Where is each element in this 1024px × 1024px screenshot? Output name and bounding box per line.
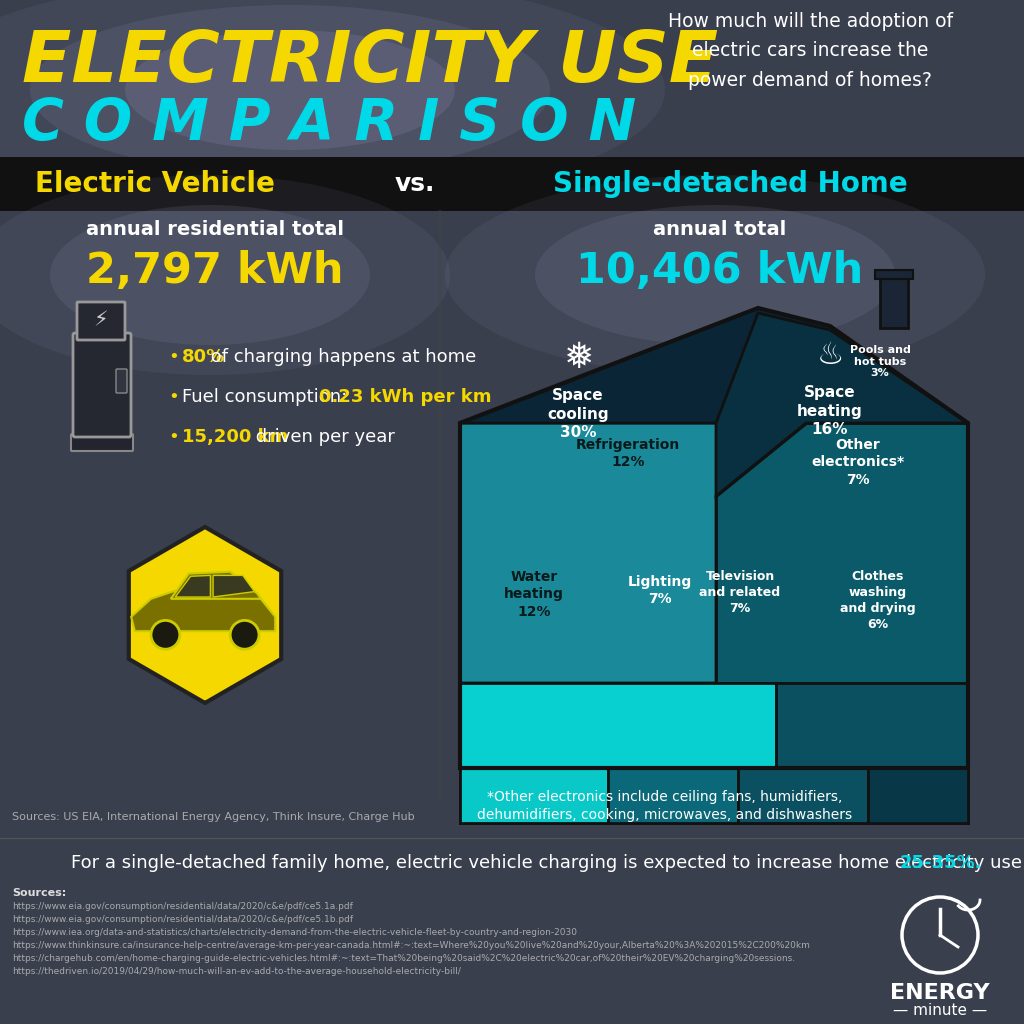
FancyBboxPatch shape <box>0 157 1024 211</box>
Text: Space
heating
16%: Space heating 16% <box>797 385 863 437</box>
Polygon shape <box>716 313 968 496</box>
Text: vs.: vs. <box>395 172 435 196</box>
Polygon shape <box>460 423 806 683</box>
FancyBboxPatch shape <box>77 302 125 340</box>
Text: For a single-detached family home, electric vehicle charging is expected to incr: For a single-detached family home, elect… <box>71 854 1024 872</box>
Polygon shape <box>460 768 608 823</box>
Text: https://www.thinkinsure.ca/insurance-help-centre/average-km-per-year-canada.html: https://www.thinkinsure.ca/insurance-hel… <box>12 941 810 950</box>
Text: Sources:: Sources: <box>12 888 67 898</box>
Circle shape <box>151 621 180 649</box>
Ellipse shape <box>30 5 550 175</box>
Text: *Other electronics include ceiling fans, humidifiers,
dehumidifiers, cooking, mi: *Other electronics include ceiling fans,… <box>477 790 853 822</box>
Text: 80%: 80% <box>182 348 225 366</box>
FancyBboxPatch shape <box>73 333 131 437</box>
Text: Lighting
7%: Lighting 7% <box>628 575 692 606</box>
Text: Pools and
hot tubs
3%: Pools and hot tubs 3% <box>850 345 910 378</box>
Text: https://www.eia.gov/consumption/residential/data/2020/c&e/pdf/ce5.1b.pdf: https://www.eia.gov/consumption/resident… <box>12 915 353 924</box>
Text: Electric Vehicle: Electric Vehicle <box>35 170 274 198</box>
Ellipse shape <box>50 205 370 345</box>
Text: Television
and related
7%: Television and related 7% <box>699 570 780 615</box>
Polygon shape <box>738 768 868 823</box>
Text: •: • <box>168 388 179 406</box>
Text: 15,200 km: 15,200 km <box>182 428 289 446</box>
Text: ENERGY: ENERGY <box>890 983 990 1002</box>
Polygon shape <box>213 575 255 597</box>
Text: annual residential total: annual residential total <box>86 220 344 239</box>
FancyBboxPatch shape <box>71 434 133 451</box>
Text: ❅: ❅ <box>563 341 593 375</box>
FancyBboxPatch shape <box>116 369 127 393</box>
Circle shape <box>230 621 259 649</box>
Text: ♨: ♨ <box>816 341 844 370</box>
Ellipse shape <box>125 30 455 150</box>
Polygon shape <box>716 423 968 683</box>
Text: •: • <box>168 348 179 366</box>
Ellipse shape <box>0 175 450 375</box>
Text: ⚡: ⚡ <box>93 310 109 330</box>
Text: C O M P A R I S O N: C O M P A R I S O N <box>22 97 636 152</box>
Text: •: • <box>168 428 179 446</box>
Text: Other
electronics*
7%: Other electronics* 7% <box>811 438 904 486</box>
Polygon shape <box>868 768 968 823</box>
Polygon shape <box>608 768 738 823</box>
Text: Sources: US EIA, International Energy Agency, Think Insure, Charge Hub: Sources: US EIA, International Energy Ag… <box>12 812 415 822</box>
Text: https://chargehub.com/en/home-charging-guide-electric-vehicles.html#:~:text=That: https://chargehub.com/en/home-charging-g… <box>12 954 795 963</box>
Text: Refrigeration
12%: Refrigeration 12% <box>575 438 680 469</box>
Text: Space
cooling
30%: Space cooling 30% <box>547 388 609 440</box>
Text: 10,406 kWh: 10,406 kWh <box>577 250 863 292</box>
Ellipse shape <box>445 175 985 375</box>
Text: Clothes
washing
and drying
6%: Clothes washing and drying 6% <box>840 570 915 631</box>
Text: https://thedriven.io/2019/04/29/how-much-will-an-ev-add-to-the-average-household: https://thedriven.io/2019/04/29/how-much… <box>12 967 461 976</box>
Polygon shape <box>776 683 968 823</box>
Text: Single-detached Home: Single-detached Home <box>553 170 907 198</box>
Ellipse shape <box>535 205 895 345</box>
Text: How much will the adoption of
electric cars increase the
power demand of homes?: How much will the adoption of electric c… <box>668 12 952 90</box>
Text: annual total: annual total <box>653 220 786 239</box>
FancyBboxPatch shape <box>880 276 908 328</box>
Text: 0.23 kWh per km: 0.23 kWh per km <box>318 388 492 406</box>
Text: — minute —: — minute — <box>893 1002 987 1018</box>
Ellipse shape <box>0 0 665 205</box>
Polygon shape <box>131 586 275 631</box>
Text: of charging happens at home: of charging happens at home <box>205 348 476 366</box>
Text: driven per year: driven per year <box>251 428 395 446</box>
Polygon shape <box>460 683 776 823</box>
Text: https://www.iea.org/data-and-statistics/charts/electricity-demand-from-the-elect: https://www.iea.org/data-and-statistics/… <box>12 928 577 937</box>
Text: Fuel consumption:: Fuel consumption: <box>182 388 353 406</box>
Text: ELECTRICITY USE: ELECTRICITY USE <box>22 28 718 97</box>
Text: 25-35%.: 25-35%. <box>900 854 982 872</box>
Text: Water
heating
12%: Water heating 12% <box>504 570 564 618</box>
Text: 2,797 kWh: 2,797 kWh <box>86 250 344 292</box>
FancyBboxPatch shape <box>874 270 913 279</box>
Polygon shape <box>171 571 261 599</box>
Text: https://www.eia.gov/consumption/residential/data/2020/c&e/pdf/ce5.1a.pdf: https://www.eia.gov/consumption/resident… <box>12 902 353 911</box>
Polygon shape <box>460 308 968 423</box>
Polygon shape <box>129 527 282 703</box>
Polygon shape <box>175 575 210 597</box>
